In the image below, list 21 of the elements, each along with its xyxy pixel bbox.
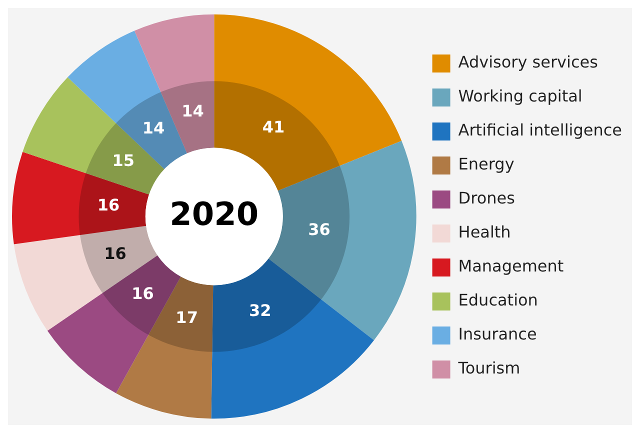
data-label: 16 (132, 284, 154, 304)
data-label: 15 (112, 150, 134, 170)
legend-label: Advisory services (458, 52, 598, 72)
data-label: 16 (104, 244, 126, 263)
legend-label: Energy (458, 154, 514, 174)
legend-label: Insurance (458, 324, 537, 344)
legend-label: Drones (458, 188, 515, 208)
legend-label: Management (458, 256, 564, 276)
legend-label: Artificial intelligence (458, 120, 622, 140)
data-label: 36 (308, 220, 330, 240)
legend-label: Working capital (458, 86, 582, 106)
data-label: 16 (97, 196, 120, 215)
legend-label: Education (458, 290, 538, 310)
data-label: 41 (262, 118, 285, 137)
data-label: 17 (176, 308, 198, 328)
legend-label: Tourism (457, 358, 520, 378)
data-label: 14 (142, 118, 165, 138)
data-label: 32 (249, 301, 272, 320)
legend-label: Health (458, 222, 511, 242)
data-label: 14 (182, 102, 204, 121)
text: 2020 (170, 194, 259, 233)
